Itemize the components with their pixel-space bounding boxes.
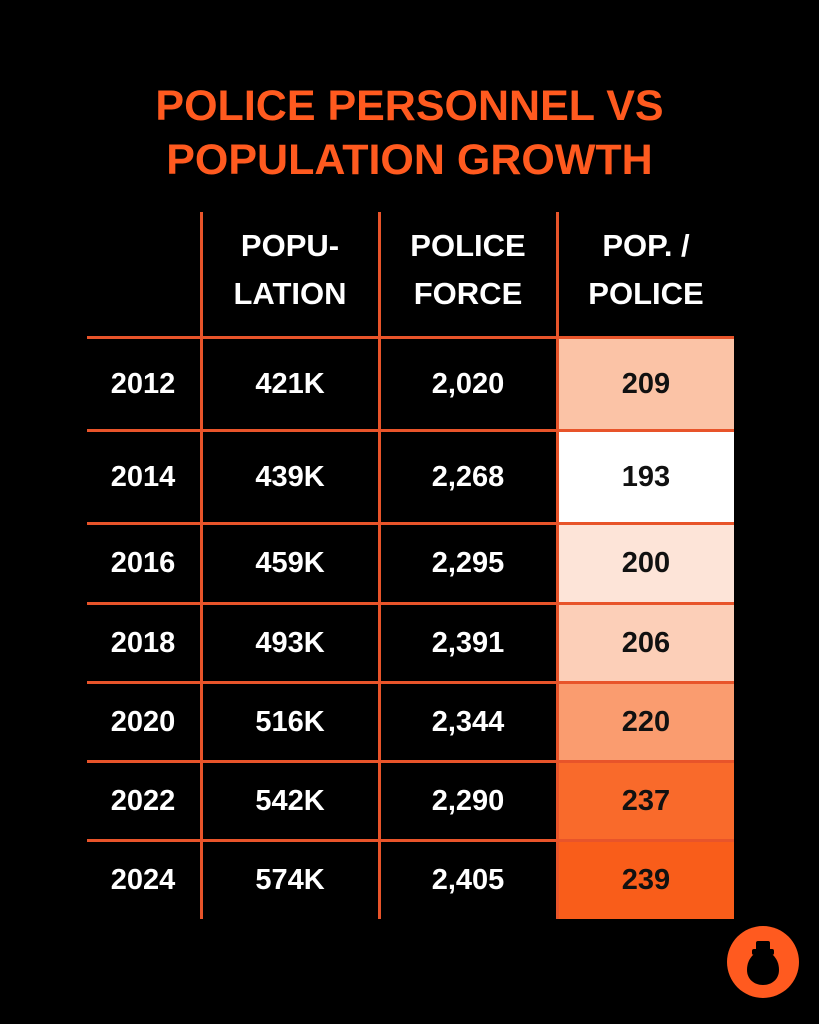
police-force-cell: 2,295 [431,547,505,579]
header-police-line-1: POLICE [410,228,526,263]
police-force-cell: 2,344 [431,705,505,738]
police-force-cell: 2,391 [431,626,505,659]
population-cell: 459K [255,547,325,579]
header-ratio-line-1: POP. / [602,228,690,263]
ratio-cell-bg [557,761,734,840]
population-cell: 516K [255,705,325,738]
year-cell: 2012 [110,367,176,400]
ratio-cell-bg [557,682,734,761]
grid-horizontal-line [87,429,734,432]
grid-vertical-line [556,212,559,919]
ratio-cell-bg [557,337,734,430]
population-cell: 439K [255,460,325,493]
ratio-cell: 200 [621,547,671,579]
grid-horizontal-line [87,681,734,684]
year-cell: 2024 [110,863,176,896]
ratio-cell: 206 [621,626,671,659]
brand-logo [727,926,799,998]
grid-horizontal-line [87,760,734,763]
grid-horizontal-line [87,602,734,605]
ratio-cell: 209 [621,367,671,400]
population-cell: 542K [255,784,325,817]
chart-title-line-1: POLICE PERSONNEL VS [155,82,664,130]
grid-horizontal-line [87,522,734,525]
police-force-cell: 2,020 [431,367,505,400]
year-cell: 2020 [110,705,176,738]
ratio-cell-bg [557,840,734,919]
police-force-cell: 2,405 [431,863,505,896]
header-population-line-1: POPU- [240,228,340,263]
population-cell: 493K [255,626,325,659]
ratio-cell: 220 [621,705,671,738]
year-cell: 2014 [110,460,176,493]
year-cell: 2018 [110,626,176,659]
police-force-cell: 2,290 [431,784,505,817]
ratio-cell-bg [557,603,734,682]
ratio-cell-bg [557,523,734,603]
grid-horizontal-line [87,336,734,339]
ratio-cell: 193 [621,460,671,493]
header-population-line-2: LATION [233,276,347,311]
ratio-cell: 237 [621,784,671,817]
grid-vertical-line [200,212,203,919]
ratio-cell-bg [557,430,734,523]
population-cell: 421K [255,367,325,400]
police-force-cell: 2,268 [431,460,505,493]
grenade-icon [747,941,779,985]
header-ratio-line-2: POLICE [588,276,704,311]
header-police-line-2: FORCE [413,276,523,311]
ratio-cell: 239 [621,863,671,896]
year-cell: 2022 [110,784,176,817]
year-cell: 2016 [110,547,176,579]
population-cell: 574K [255,863,325,896]
chart-title-line-2: POPULATION GROWTH [166,136,653,184]
grid-vertical-line [378,212,381,919]
grid-horizontal-line [87,839,734,842]
